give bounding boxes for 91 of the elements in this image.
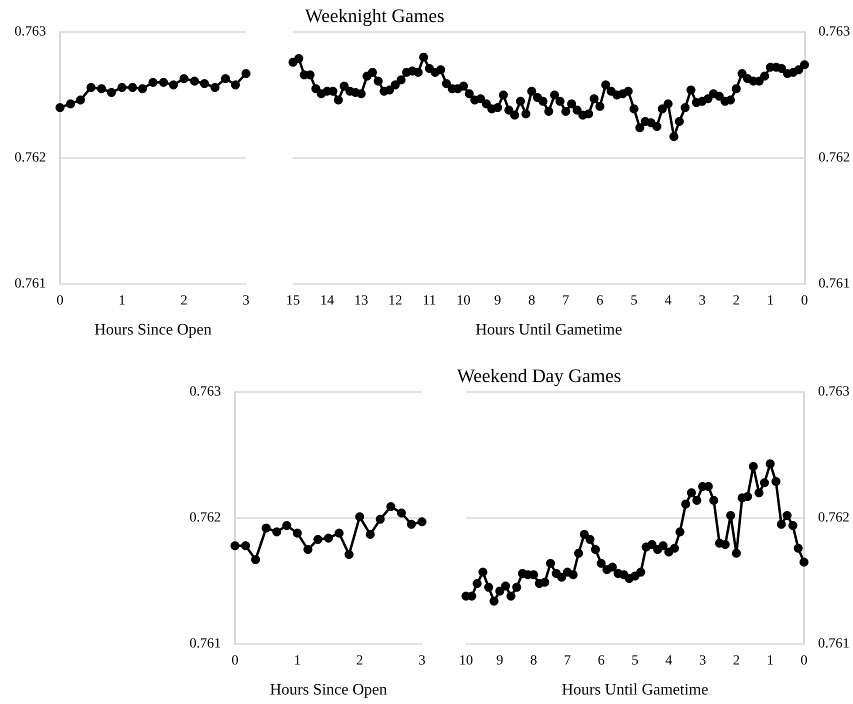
- x-tick-label: 1: [766, 654, 774, 668]
- point: [272, 527, 282, 536]
- x-tick-label: 1: [766, 294, 774, 308]
- x-tick-label: 13: [354, 294, 368, 308]
- x-tick-label: 7: [562, 294, 570, 308]
- x-tick-label: 8: [530, 654, 538, 668]
- y-tick-label: 0.762: [14, 150, 46, 166]
- point: [376, 514, 385, 524]
- point: [396, 508, 406, 518]
- x-tick-label: 3: [418, 654, 426, 668]
- y-tick-label: 0.762: [818, 150, 850, 166]
- x-axis-title: Hours Since Open: [94, 322, 212, 338]
- point: [355, 512, 364, 522]
- x-axis-title: Hours Until Gametime: [475, 322, 622, 338]
- point: [106, 88, 116, 97]
- y-tick-label: 0.761: [818, 276, 850, 292]
- x-tick-label: 12: [388, 294, 402, 308]
- x-tick-label: 9: [496, 654, 504, 668]
- x-tick-label: 2: [356, 654, 364, 668]
- point: [406, 520, 416, 529]
- y-tick-label: 0.761: [190, 636, 221, 652]
- y-tick-label: 0.762: [190, 510, 221, 526]
- x-tick-label: 9: [494, 294, 502, 308]
- point: [251, 555, 260, 564]
- point: [97, 84, 106, 94]
- chart-title: Weekend Day Games: [457, 366, 622, 387]
- x-tick-label: 2: [732, 294, 740, 308]
- point: [210, 82, 220, 92]
- x-tick-label: 5: [632, 654, 638, 668]
- x-tick-label: 15: [286, 294, 300, 308]
- point: [159, 78, 168, 87]
- y-tick-label: 0.763: [818, 384, 850, 400]
- x-tick-label: 1: [294, 654, 301, 668]
- point: [56, 103, 64, 112]
- point: [282, 521, 292, 530]
- y-tick-label: 0.761: [14, 276, 46, 292]
- point: [241, 541, 250, 550]
- y-tick-label: 0.763: [818, 24, 850, 40]
- point: [303, 545, 312, 554]
- point: [418, 517, 426, 526]
- x-axis-title: Hours Since Open: [270, 682, 388, 698]
- point: [344, 550, 354, 560]
- x-tick-label: 2: [180, 294, 188, 308]
- x-tick-label: 4: [665, 654, 672, 668]
- x-tick-label: 5: [630, 294, 638, 308]
- point: [242, 69, 250, 78]
- y-tick-label: 0.763: [190, 384, 221, 400]
- x-tick-label: 4: [664, 294, 672, 308]
- point: [292, 528, 302, 538]
- point: [230, 80, 240, 90]
- point: [334, 528, 344, 538]
- point: [313, 534, 322, 544]
- x-tick-label: 0: [801, 294, 808, 308]
- point: [138, 84, 147, 94]
- point: [324, 534, 333, 543]
- point: [366, 530, 375, 539]
- point: [168, 80, 178, 90]
- point: [386, 502, 396, 512]
- x-tick-label: 14: [320, 294, 334, 308]
- x-tick-label: 3: [242, 294, 250, 308]
- point: [128, 82, 138, 92]
- point: [221, 74, 230, 84]
- x-tick-label: 11: [422, 294, 436, 308]
- x-tick-label: 6: [598, 654, 605, 668]
- x-tick-label: 6: [596, 294, 604, 308]
- y-tick-label: 0.763: [14, 24, 46, 40]
- point: [86, 82, 96, 92]
- point: [190, 76, 200, 86]
- x-tick-label: 10: [459, 654, 473, 668]
- x-tick-label: 0: [800, 654, 808, 668]
- x-tick-label: 8: [528, 294, 536, 308]
- point: [148, 78, 158, 87]
- x-axis-title: Hours Until Gametime: [562, 682, 708, 698]
- point: [200, 79, 209, 88]
- x-tick-label: 0: [232, 654, 238, 668]
- x-tick-label: 7: [564, 654, 571, 668]
- point: [76, 96, 85, 105]
- x-tick-label: 1: [118, 294, 126, 308]
- point: [262, 524, 271, 533]
- y-tick-label: 0.762: [818, 510, 850, 526]
- x-tick-label: 10: [456, 294, 470, 308]
- x-tick-label: 3: [698, 294, 706, 308]
- point: [118, 82, 126, 92]
- point: [66, 99, 76, 108]
- point: [230, 541, 240, 550]
- point: [180, 74, 188, 84]
- chart-title: Weeknight Games: [305, 6, 444, 27]
- y-tick-label: 0.761: [818, 636, 850, 652]
- x-tick-label: 2: [732, 654, 740, 668]
- x-tick-label: 3: [699, 654, 706, 668]
- x-tick-label: 0: [56, 294, 64, 308]
